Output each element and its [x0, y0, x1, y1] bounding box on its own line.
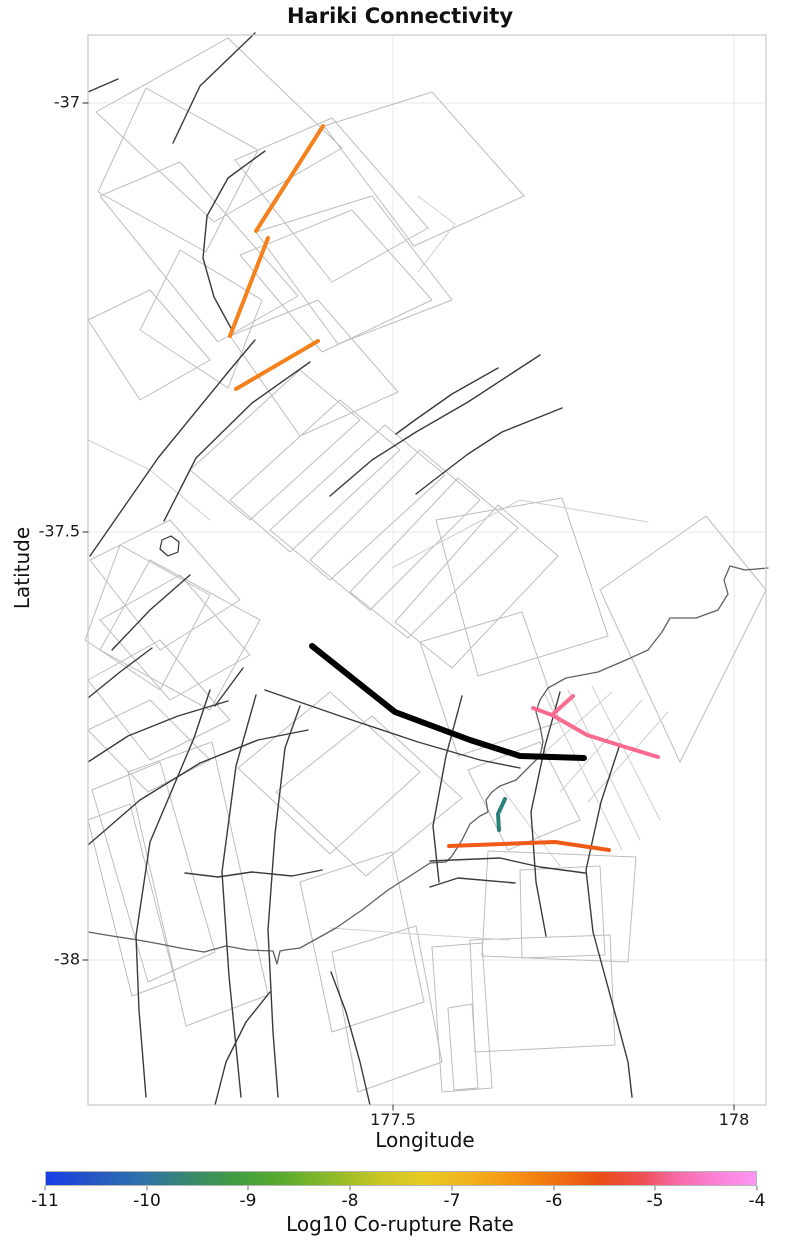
colorbar-tick-label: -10 [133, 1191, 161, 1211]
colorbar-tick-label: -7 [443, 1191, 461, 1211]
y-tick-label: -37 [53, 92, 80, 112]
colorbar-tick-label: -4 [748, 1191, 766, 1211]
x-tick-label: 178 [718, 1110, 750, 1129]
colorbar-tick-label: -5 [646, 1191, 664, 1211]
colorbar [45, 1171, 757, 1186]
colorbar-label: Log10 Co-rupture Rate [286, 1212, 514, 1236]
x-axis-label: Longitude [375, 1128, 475, 1152]
x-tick-label: 177.5 [370, 1110, 416, 1129]
y-tick-label: -37.5 [38, 521, 80, 541]
colorbar-tick-label: -8 [341, 1191, 359, 1211]
colorbar-tick-label: -11 [31, 1191, 59, 1211]
y-tick-label: -38 [53, 949, 80, 969]
colorbar-tick-label: -9 [239, 1191, 257, 1211]
colorbar-tick-label: -6 [545, 1191, 563, 1211]
plot-title: Hariki Connectivity [286, 4, 514, 28]
